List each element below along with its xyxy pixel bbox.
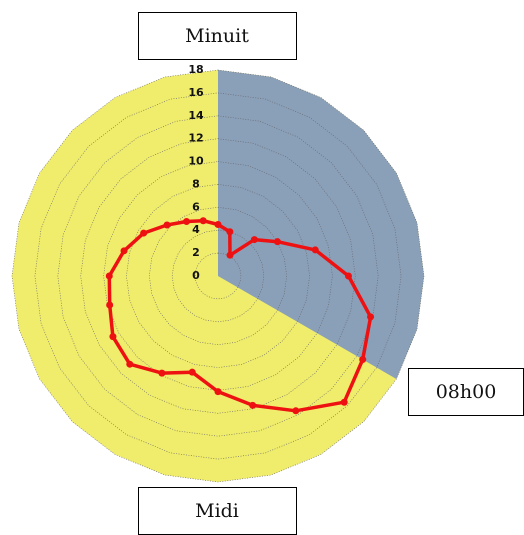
data-point — [126, 360, 134, 368]
sector — [218, 70, 424, 379]
r-tick-label: 16 — [188, 86, 204, 99]
data-point — [214, 388, 222, 396]
data-point — [140, 229, 148, 237]
data-point — [273, 238, 281, 246]
label-box — [138, 12, 297, 60]
grid-ring — [171, 229, 265, 323]
r-tick-label: 18 — [188, 63, 203, 76]
data-point — [109, 333, 117, 341]
data-point — [199, 217, 207, 225]
data-point — [367, 313, 375, 321]
data-point — [249, 401, 257, 409]
data-point — [340, 398, 348, 406]
r-tick-label: 6 — [192, 200, 200, 213]
annotation: Minuit — [185, 25, 249, 47]
grid-ring — [80, 138, 356, 414]
data-point — [226, 228, 234, 236]
r-tick-label: 10 — [188, 155, 204, 168]
r-tick-label: 2 — [192, 246, 200, 259]
annotation: 08h00 — [436, 381, 497, 403]
r-tick-label: 0 — [192, 269, 200, 282]
data-point — [106, 301, 114, 309]
data-point — [163, 221, 171, 229]
r-tick-label: 14 — [188, 109, 204, 122]
grid-ring — [11, 69, 425, 483]
data-point — [311, 246, 319, 254]
data-point — [214, 221, 222, 228]
r-tick-label: 4 — [192, 223, 200, 236]
data-point — [359, 356, 367, 364]
grid-ring — [126, 184, 310, 368]
data-point — [188, 368, 196, 376]
annotations: Minuit 08h00 Midi — [138, 12, 524, 535]
grid-ring — [148, 206, 288, 346]
data-point — [183, 217, 191, 225]
data-point — [292, 407, 300, 415]
label-box — [138, 487, 297, 535]
data-point — [105, 272, 113, 280]
data-point — [120, 247, 128, 255]
data-point — [250, 236, 258, 244]
data-point — [226, 251, 234, 259]
data-point — [158, 369, 166, 377]
r-tick-label: 8 — [192, 177, 200, 190]
data-point — [344, 272, 352, 280]
r-tick-label: 12 — [188, 132, 203, 145]
annotation: Midi — [195, 500, 239, 522]
